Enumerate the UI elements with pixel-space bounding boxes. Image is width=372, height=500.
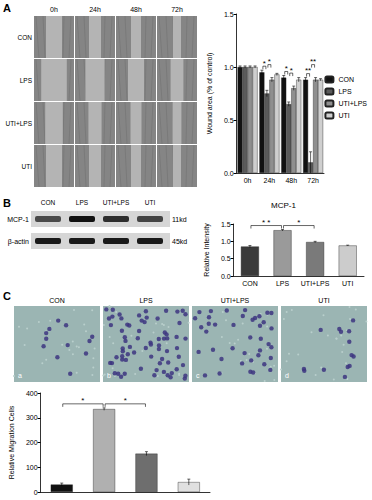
svg-text:1.0: 1.0 xyxy=(221,238,231,245)
svg-text:200: 200 xyxy=(26,439,38,446)
svg-text:72h: 72h xyxy=(307,177,319,184)
svg-text:c: c xyxy=(196,372,200,379)
svg-text:UTI: UTI xyxy=(338,112,349,119)
svg-text:UTI: UTI xyxy=(145,199,156,206)
svg-text:B: B xyxy=(3,197,11,209)
svg-text:400: 400 xyxy=(26,390,38,397)
svg-text:24h: 24h xyxy=(264,177,276,184)
svg-text:*: * xyxy=(124,396,127,405)
svg-text:**: ** xyxy=(310,57,316,66)
svg-text:0.5: 0.5 xyxy=(221,255,231,262)
svg-text:UTI+LPS: UTI+LPS xyxy=(103,199,130,206)
svg-text:UTI: UTI xyxy=(342,280,353,287)
svg-text:100: 100 xyxy=(26,464,38,471)
svg-text:UTI+LPS: UTI+LPS xyxy=(338,100,367,107)
svg-text:A: A xyxy=(3,2,11,14)
svg-text:MCP-1: MCP-1 xyxy=(7,216,29,223)
svg-text:Relative Migration Cells: Relative Migration Cells xyxy=(8,405,16,479)
svg-text:48h: 48h xyxy=(285,177,297,184)
svg-text:0h: 0h xyxy=(50,6,58,13)
svg-text:CON: CON xyxy=(18,34,33,41)
svg-text:*: * xyxy=(263,59,266,68)
svg-text:72h: 72h xyxy=(171,6,183,13)
svg-text:0.0: 0.0 xyxy=(224,170,234,177)
svg-text:48h: 48h xyxy=(130,6,142,13)
svg-text:0.0: 0.0 xyxy=(221,273,231,280)
svg-text:11kd: 11kd xyxy=(172,216,187,223)
svg-text:24h: 24h xyxy=(89,6,101,13)
svg-text:UTI+LPS: UTI+LPS xyxy=(301,280,330,287)
svg-text:1.0: 1.0 xyxy=(224,64,234,71)
svg-text:b: b xyxy=(107,372,111,379)
svg-text:UTI: UTI xyxy=(22,163,33,170)
svg-text:C: C xyxy=(3,290,11,302)
svg-text:UTI+LPS: UTI+LPS xyxy=(221,297,250,304)
svg-text:Wound area (% of control): Wound area (% of control) xyxy=(206,53,214,135)
svg-text:UTI: UTI xyxy=(318,297,329,304)
svg-text:LPS: LPS xyxy=(76,199,89,206)
svg-text:LPS: LPS xyxy=(139,297,153,304)
svg-text:*: * xyxy=(285,64,288,73)
svg-text:CON: CON xyxy=(41,199,56,206)
svg-text:45kd: 45kd xyxy=(172,238,187,245)
svg-text:LPS: LPS xyxy=(20,77,33,84)
svg-text:LPS: LPS xyxy=(276,280,290,287)
svg-text:CON: CON xyxy=(338,76,354,83)
svg-text:LPS: LPS xyxy=(338,88,352,95)
svg-text:*: * xyxy=(268,57,271,66)
svg-text:CON: CON xyxy=(242,280,258,287)
svg-text:0: 0 xyxy=(34,489,38,496)
svg-text:0h: 0h xyxy=(244,177,252,184)
svg-text:1.5: 1.5 xyxy=(221,221,231,228)
svg-text:d: d xyxy=(285,372,289,379)
svg-text:0.5: 0.5 xyxy=(224,117,234,124)
svg-text:UTI+LPS: UTI+LPS xyxy=(5,120,32,127)
svg-text:1.5: 1.5 xyxy=(224,11,234,18)
svg-text:*: * xyxy=(290,66,293,75)
svg-text:**: ** xyxy=(305,66,311,75)
svg-text:β-actin: β-actin xyxy=(8,238,29,246)
svg-text:a: a xyxy=(18,372,22,379)
svg-text:Relative Intensity: Relative Intensity xyxy=(203,223,211,277)
svg-text:CON: CON xyxy=(49,297,65,304)
svg-text:300: 300 xyxy=(26,414,38,421)
svg-text:*: * xyxy=(297,218,300,227)
svg-text:MCP-1: MCP-1 xyxy=(271,201,296,210)
svg-text:*: * xyxy=(81,396,84,405)
svg-text:* *: * * xyxy=(262,218,270,227)
